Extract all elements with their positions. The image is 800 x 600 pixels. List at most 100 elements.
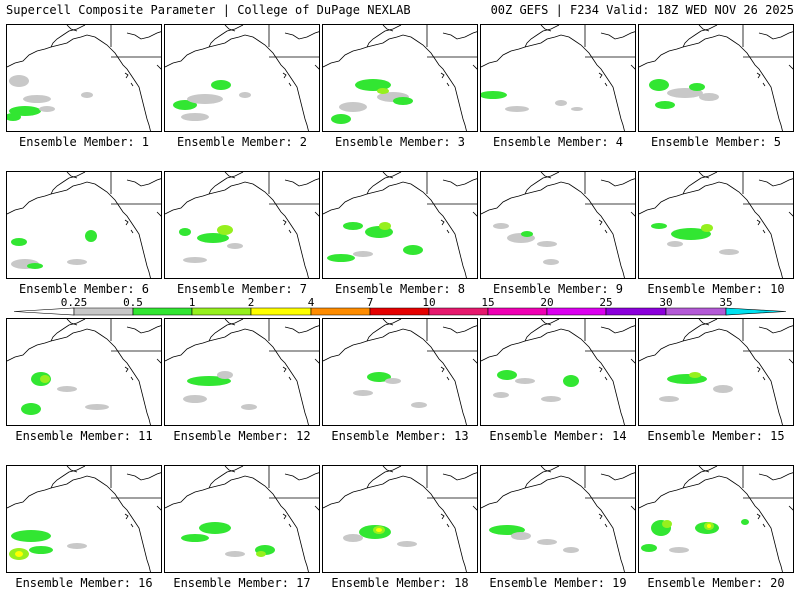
coastline [224,466,236,473]
scp-contour-fill [671,228,711,240]
scp-contour-fill [493,223,509,229]
coastline [776,110,783,131]
scp-contour-fill [493,392,509,398]
coastline [382,319,394,326]
coastline [618,404,625,425]
scp-contour-fill [15,551,23,557]
coastline [366,172,402,195]
scp-contour-fill [659,396,679,402]
coastline [50,466,86,489]
colorbar-tick-label: 7 [367,296,374,309]
scp-contour-fill [85,404,109,410]
coastline [288,229,292,234]
coastline [630,505,635,511]
coastline [382,25,394,32]
coastline [208,25,244,48]
coastline [604,229,608,234]
scp-contour-fill [339,102,367,112]
coastline [776,257,783,278]
coastline [682,319,718,342]
coastline [639,34,778,112]
coastline [758,472,793,481]
coastline [604,82,608,87]
colorbar-segment [73,307,134,316]
scp-field-map [7,25,161,131]
scp-field-map [323,319,477,425]
ensemble-member-label: Ensemble Member: 20 [647,576,785,590]
coastline [698,172,710,179]
scp-contour-fill [689,83,705,91]
ensemble-member-map [322,465,478,573]
scp-contour-fill [701,224,713,232]
coastline [282,72,287,79]
colorbar-segment [605,307,667,316]
scp-field-map [481,172,635,278]
scp-contour-fill [40,375,50,383]
scp-contour-fill [187,94,223,104]
scp-contour-fill [376,528,382,532]
colorbar-tick-label: 1 [189,296,196,309]
coastline [472,64,477,70]
scp-field-map [481,25,635,131]
coastline [604,523,608,528]
scp-contour-fill [521,231,533,237]
scp-contour-fill [173,100,197,110]
ensemble-member-label: Ensemble Member: 15 [647,429,785,443]
colorbar-tick-label: 35 [719,296,732,309]
scp-contour-fill [331,114,351,124]
ensemble-member-map [6,465,162,573]
ensemble-member-label: Ensemble Member: 9 [492,282,624,296]
scp-contour-fill [511,532,531,540]
coastline [756,513,761,520]
ensemble-member-map [480,318,636,426]
coastline [124,366,129,373]
colorbar-tick-label: 4 [308,296,315,309]
coastline [639,475,778,553]
coastline [314,64,319,70]
scp-contour-fill [571,107,583,111]
coastline [50,319,86,342]
coastline [144,404,151,425]
scp-contour-fill [343,534,363,542]
ensemble-member-label: Ensemble Member: 6 [18,282,150,296]
coastline [472,211,477,217]
coastline [472,505,477,511]
ensemble-member-map [322,171,478,279]
coastline [600,178,635,187]
coastline [130,82,134,87]
ensemble-member-map [480,465,636,573]
coastline [224,319,236,326]
coastline [440,219,445,226]
coastline [472,358,477,364]
coastline [524,319,560,342]
ensemble-member-label: Ensemble Member: 8 [334,282,466,296]
scp-contour-fill [543,259,559,265]
scp-contour-fill [563,547,579,553]
coastline [66,25,78,32]
coastline [165,328,304,406]
colorbar-tick-label: 0.5 [123,296,143,309]
coastline [788,358,793,364]
scp-contour-fill [497,370,517,380]
scp-contour-fill [27,263,43,269]
scp-contour-fill [239,92,251,98]
ensemble-member-label: Ensemble Member: 1 [18,135,150,149]
scp-contour-fill [377,88,389,94]
colorbar-tick-label: 25 [599,296,612,309]
scp-contour-fill [7,113,21,121]
scp-contour-fill [541,396,561,402]
coastline [460,404,467,425]
coastline [130,229,134,234]
scp-contour-fill [537,241,557,247]
ensemble-member-label: Ensemble Member: 13 [331,429,469,443]
coastline [630,358,635,364]
colorbar-tick-label: 30 [659,296,672,309]
coastline [366,319,402,342]
coastline [314,505,319,511]
scp-field-map [639,466,793,572]
coastline [524,25,560,48]
scp-contour-fill [225,551,245,557]
coastline [124,72,129,79]
scp-contour-fill [11,530,51,542]
coastline [604,376,608,381]
